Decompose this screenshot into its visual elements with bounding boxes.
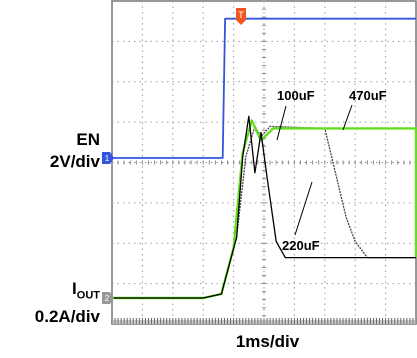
trigger-marker-text: T: [238, 10, 244, 20]
iout-name-sub: OUT: [76, 289, 100, 302]
channel-2-marker-text: 2: [105, 294, 110, 303]
bottom-tick-strip: [111, 318, 417, 324]
pointer-470uf: [342, 104, 353, 131]
iout-channel-label: IOUT 0.2A/div: [10, 278, 100, 328]
markers: T 1 2: [102, 8, 246, 304]
en-channel-scale: 2V/div: [49, 152, 100, 171]
label-100uf: 100uF: [277, 88, 315, 103]
label-220uf: 220uF: [282, 238, 320, 253]
iout-channel-scale: 0.2A/div: [34, 307, 100, 327]
en-channel-name: EN: [76, 130, 100, 149]
iout-channel-name: IOUT: [10, 278, 100, 306]
trigger-marker-shape: [236, 8, 246, 25]
trigger-marker: T: [236, 8, 246, 25]
x-axis-label: 1ms/div: [235, 332, 300, 351]
plot-grid: [111, 0, 417, 325]
pointer-100uf: [276, 105, 287, 141]
pointer-220uf: [294, 181, 313, 236]
channel-1-marker: 1: [102, 152, 114, 164]
channel-2-marker: 2: [102, 292, 114, 304]
traces: [112, 17, 417, 300]
label-470uf: 470uF: [349, 88, 387, 103]
trace-en: [112, 17, 416, 159]
trace-100uf: [112, 115, 416, 299]
channel-1-marker-text: 1: [105, 154, 110, 163]
iout-name-main: I: [72, 279, 77, 298]
channel-1-marker-shape: [102, 152, 114, 164]
channel-2-marker-shape: [102, 292, 114, 304]
en-channel-label: EN 2V/div: [20, 129, 100, 173]
